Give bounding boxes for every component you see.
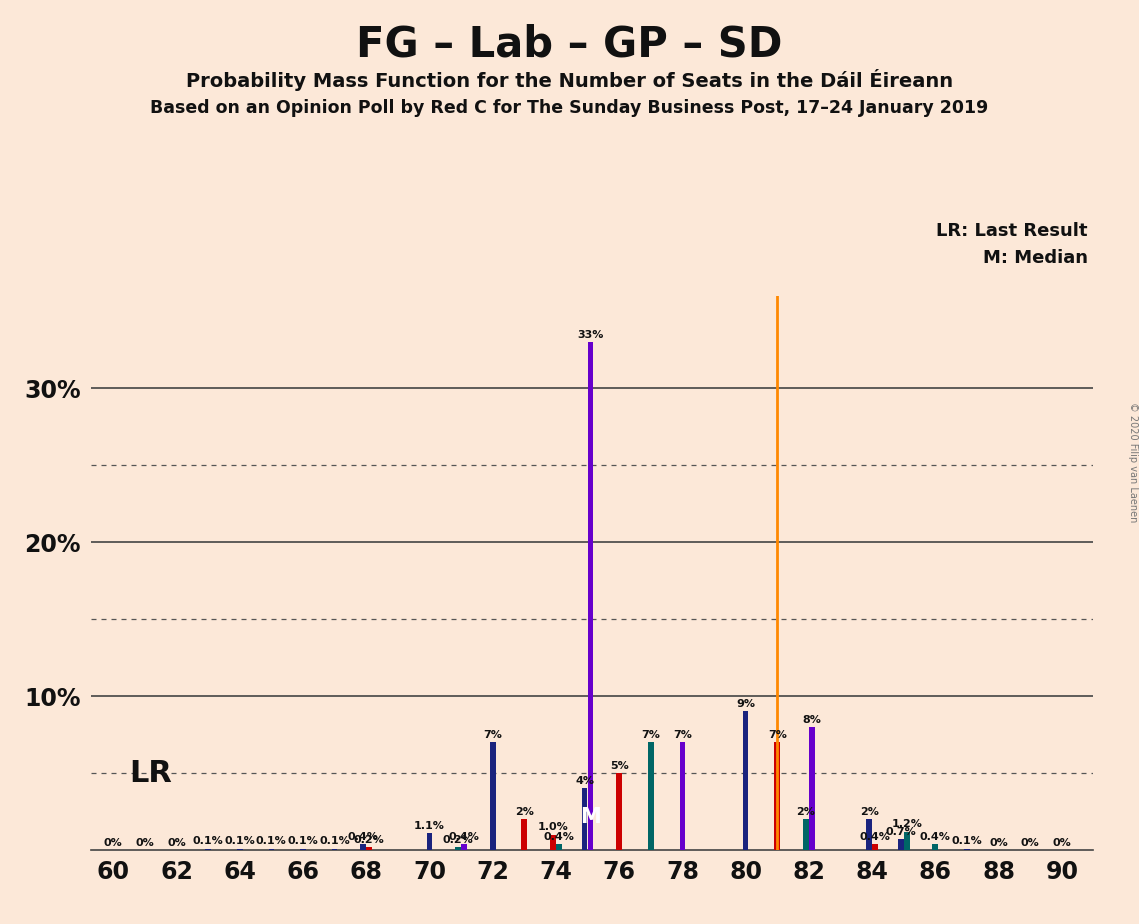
Bar xyxy=(809,727,814,850)
Text: 9%: 9% xyxy=(736,699,755,710)
Text: 2%: 2% xyxy=(860,807,878,817)
Text: 0%: 0% xyxy=(136,838,154,848)
Bar xyxy=(616,773,622,850)
Bar xyxy=(550,834,556,850)
Bar xyxy=(269,848,274,850)
Text: 0%: 0% xyxy=(104,838,123,848)
Bar xyxy=(461,844,467,850)
Bar xyxy=(582,788,588,850)
Bar xyxy=(427,833,433,850)
Text: 7%: 7% xyxy=(768,730,787,740)
Text: 0.4%: 0.4% xyxy=(860,832,891,842)
Text: 0.1%: 0.1% xyxy=(256,836,287,846)
Text: 0.2%: 0.2% xyxy=(354,834,385,845)
Bar xyxy=(237,848,243,850)
Bar xyxy=(872,844,878,850)
Text: FG – Lab – GP – SD: FG – Lab – GP – SD xyxy=(357,23,782,65)
Bar xyxy=(933,844,939,850)
Text: 0.2%: 0.2% xyxy=(443,834,474,845)
Bar xyxy=(588,342,593,850)
Bar xyxy=(803,820,809,850)
Bar xyxy=(360,844,366,850)
Text: 0%: 0% xyxy=(1052,838,1071,848)
Text: 0.4%: 0.4% xyxy=(347,832,378,842)
Text: 8%: 8% xyxy=(803,714,821,724)
Bar xyxy=(775,742,780,850)
Bar xyxy=(743,711,748,850)
Text: 0.4%: 0.4% xyxy=(920,832,951,842)
Text: 0.1%: 0.1% xyxy=(287,836,318,846)
Bar xyxy=(556,844,562,850)
Text: 1.0%: 1.0% xyxy=(538,822,568,833)
Text: 0.4%: 0.4% xyxy=(449,832,480,842)
Text: 5%: 5% xyxy=(609,760,629,771)
Bar xyxy=(331,848,337,850)
Bar xyxy=(904,832,910,850)
Text: 7%: 7% xyxy=(641,730,661,740)
Text: 0.7%: 0.7% xyxy=(885,827,916,837)
Bar xyxy=(456,847,461,850)
Bar xyxy=(648,742,654,850)
Text: LR: LR xyxy=(129,759,172,787)
Bar xyxy=(964,848,969,850)
Bar xyxy=(898,839,903,850)
Text: 0%: 0% xyxy=(989,838,1008,848)
Text: 0.1%: 0.1% xyxy=(224,836,255,846)
Text: 7%: 7% xyxy=(483,730,502,740)
Text: 0.1%: 0.1% xyxy=(319,836,350,846)
Bar xyxy=(367,847,372,850)
Text: Probability Mass Function for the Number of Seats in the Dáil Éireann: Probability Mass Function for the Number… xyxy=(186,69,953,91)
Text: 0.1%: 0.1% xyxy=(192,836,223,846)
Text: M: Median: M: Median xyxy=(983,249,1088,267)
Bar xyxy=(300,848,305,850)
Text: Based on an Opinion Poll by Red C for The Sunday Business Post, 17–24 January 20: Based on an Opinion Poll by Red C for Th… xyxy=(150,99,989,116)
Text: © 2020 Filip van Laenen: © 2020 Filip van Laenen xyxy=(1129,402,1138,522)
Text: 0.4%: 0.4% xyxy=(543,832,574,842)
Text: LR: Last Result: LR: Last Result xyxy=(936,222,1088,239)
Text: 0.1%: 0.1% xyxy=(951,836,982,846)
Text: 1.2%: 1.2% xyxy=(892,820,923,830)
Bar xyxy=(680,742,686,850)
Text: 2%: 2% xyxy=(796,807,816,817)
Text: 4%: 4% xyxy=(575,776,595,786)
Bar xyxy=(490,742,495,850)
Bar xyxy=(522,820,527,850)
Bar xyxy=(867,820,872,850)
Text: 0%: 0% xyxy=(167,838,186,848)
Text: 0%: 0% xyxy=(1021,838,1040,848)
Text: 2%: 2% xyxy=(515,807,534,817)
Bar xyxy=(205,848,211,850)
Text: 7%: 7% xyxy=(673,730,691,740)
Text: M: M xyxy=(580,807,601,827)
Text: 1.1%: 1.1% xyxy=(413,821,445,831)
Text: 33%: 33% xyxy=(577,330,604,340)
